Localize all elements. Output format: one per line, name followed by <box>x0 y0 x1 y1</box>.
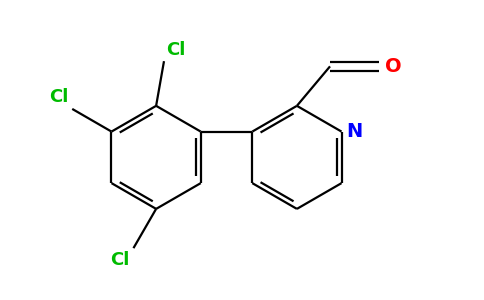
Text: N: N <box>347 122 363 141</box>
Text: O: O <box>385 57 402 76</box>
Text: Cl: Cl <box>49 88 68 106</box>
Text: Cl: Cl <box>166 41 186 59</box>
Text: Cl: Cl <box>110 250 130 268</box>
